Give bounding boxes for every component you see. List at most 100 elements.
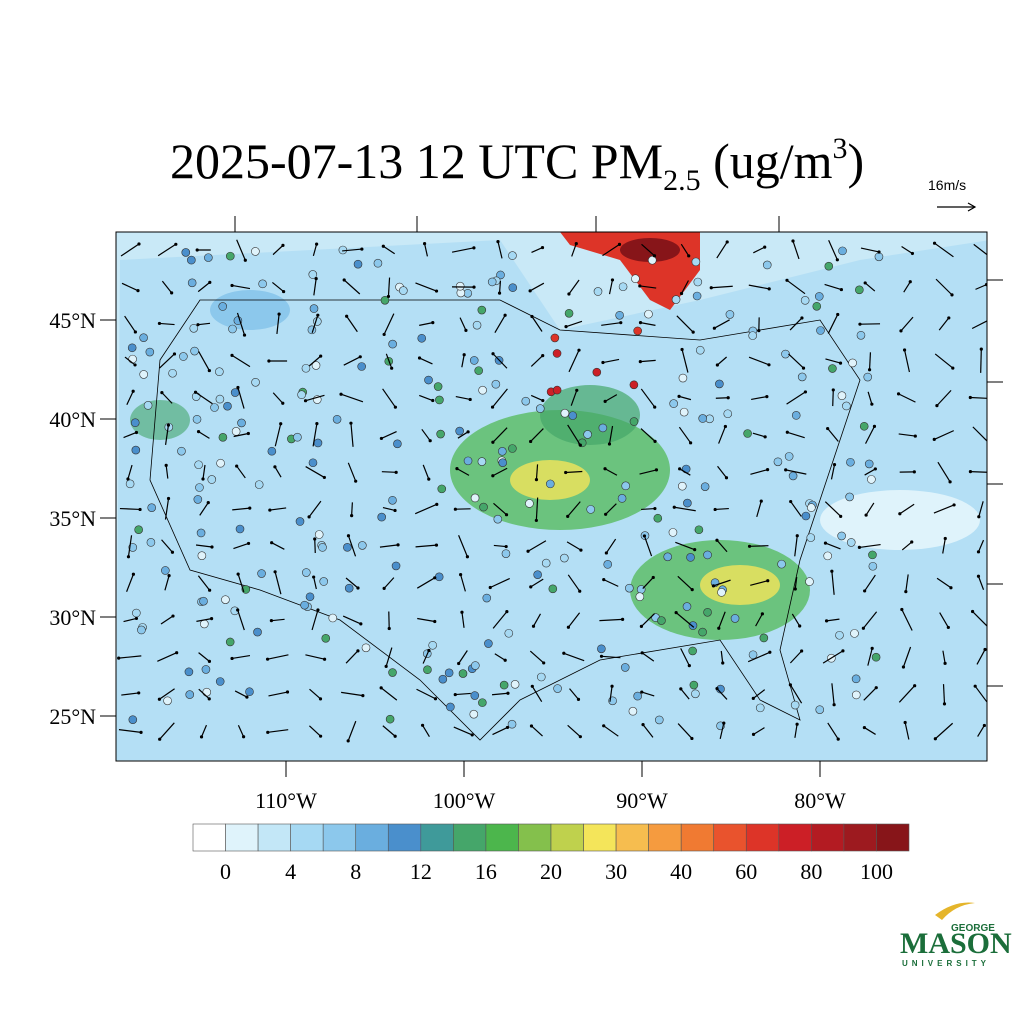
wind-arrow	[415, 544, 437, 548]
station	[525, 499, 534, 508]
wind-head	[765, 468, 770, 472]
wind-arrow	[640, 428, 656, 442]
wind-head	[379, 686, 383, 690]
station	[855, 285, 864, 295]
wind-head	[619, 321, 623, 325]
station	[458, 669, 468, 678]
wind-head	[607, 442, 612, 446]
wind-head	[530, 314, 534, 319]
wind-head	[826, 426, 830, 431]
wind-arrow	[568, 349, 580, 373]
wind-head	[751, 732, 756, 736]
wind-arrow	[492, 726, 508, 736]
wind-arrow	[458, 650, 468, 664]
wind-head	[824, 619, 829, 623]
wind-arrow	[271, 618, 285, 622]
wind-arrow	[422, 650, 430, 664]
station	[773, 457, 783, 467]
wind-arrow	[675, 612, 695, 628]
wind-arrow	[830, 464, 836, 480]
wind-arrow	[827, 428, 839, 442]
wind-head	[346, 534, 351, 538]
wind-head	[505, 725, 510, 730]
wind-head	[345, 314, 349, 318]
wind-head	[387, 626, 391, 631]
wind-head	[601, 360, 605, 365]
station	[251, 377, 260, 387]
station	[231, 427, 241, 436]
wind-arrow	[827, 722, 839, 740]
station	[593, 287, 603, 296]
wind-head	[689, 441, 693, 445]
wind-head	[529, 439, 533, 444]
station	[385, 714, 395, 724]
station	[846, 457, 855, 467]
axes: 45°N 40°N 35°N 30°N 25°N 110°W 100°W 90°W 80°W	[49, 308, 846, 813]
wind-arrow	[159, 353, 175, 369]
wind-head	[904, 589, 908, 594]
wind-arrow	[491, 692, 509, 696]
wind-arrow	[751, 396, 767, 400]
wind-arrow	[934, 353, 954, 369]
wind-arrow	[711, 285, 733, 289]
wind-head	[315, 242, 319, 246]
wind-head	[977, 515, 981, 519]
wind-arrow	[568, 279, 580, 295]
station	[319, 577, 329, 586]
wind-arrow	[674, 506, 696, 512]
wind-arrow	[643, 535, 653, 557]
station	[541, 558, 551, 568]
wind-arrow	[237, 609, 245, 631]
wind-arrow	[749, 545, 769, 547]
station	[784, 452, 794, 461]
station	[471, 661, 480, 670]
wind-arrow	[681, 349, 689, 373]
wind-arrow	[492, 467, 508, 477]
station	[187, 278, 197, 288]
wind-head	[604, 512, 608, 516]
wind-arrow	[975, 284, 987, 290]
wind-head	[690, 588, 694, 592]
wind-head	[640, 690, 644, 694]
wind-head	[800, 316, 804, 320]
station	[621, 481, 630, 491]
station	[564, 308, 574, 318]
station	[361, 643, 371, 653]
wind-arrow	[233, 542, 249, 550]
wind-head	[273, 465, 277, 469]
wind-head	[248, 506, 252, 510]
wind-head	[642, 534, 647, 538]
station	[474, 366, 483, 375]
wind-head	[319, 734, 323, 738]
wind-arrow	[868, 352, 872, 370]
wind-arrow	[530, 578, 544, 588]
station	[730, 614, 740, 623]
colorbar-box	[680, 823, 715, 852]
wind-arrow	[305, 394, 325, 402]
station	[498, 458, 508, 467]
wind-head	[455, 467, 459, 471]
station	[628, 706, 638, 716]
wind-arrow	[350, 423, 354, 447]
wind-arrow	[901, 609, 913, 631]
wind-head	[861, 626, 865, 630]
wind-head	[948, 480, 952, 484]
station	[859, 421, 869, 431]
station	[470, 493, 480, 503]
wind-arrow	[268, 691, 288, 697]
colorbar-label: 16	[475, 859, 497, 884]
wind-arrow	[535, 497, 539, 521]
wind-head	[266, 730, 270, 734]
wind-arrow	[680, 243, 690, 257]
wind-arrow	[119, 507, 141, 511]
wind-head	[952, 503, 956, 507]
wind-arrow	[490, 577, 510, 589]
station	[254, 480, 264, 489]
wind-arrow	[603, 579, 619, 587]
wind-arrow	[794, 576, 798, 590]
wind-arrow	[381, 471, 397, 473]
wind-head	[677, 394, 681, 398]
wind-arrow	[419, 322, 433, 326]
wind-arrow	[977, 725, 985, 737]
wind-head	[433, 619, 437, 624]
